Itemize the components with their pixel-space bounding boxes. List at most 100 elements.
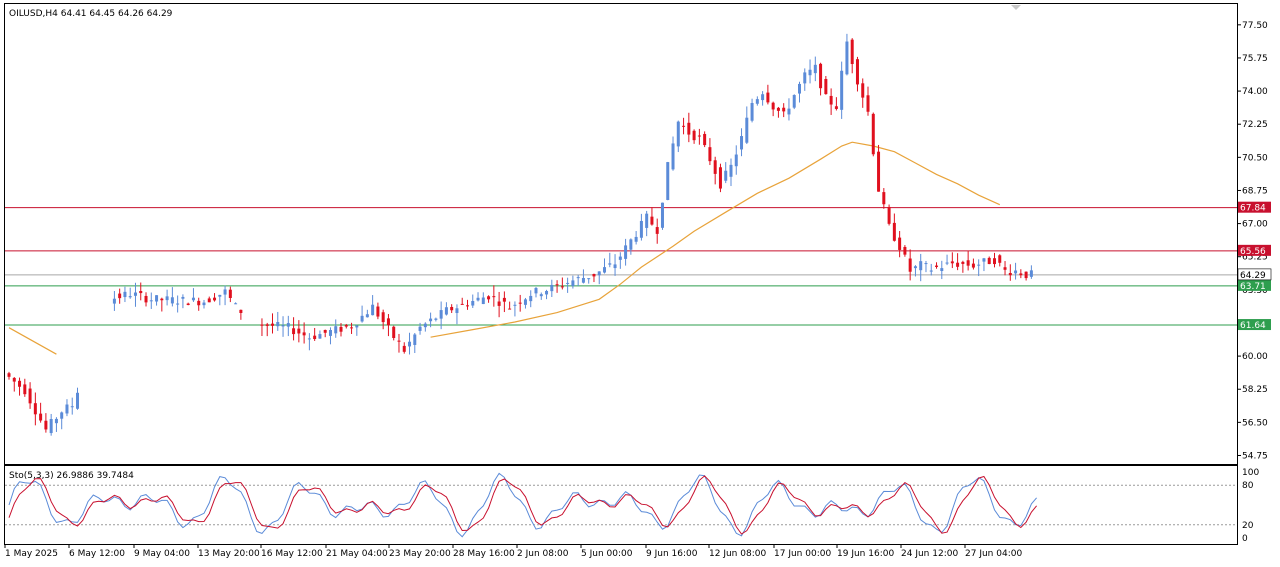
candle-body [534,288,538,294]
candle-body [423,323,427,328]
candle-body [961,261,965,264]
candle-body [776,107,780,111]
candle-body [566,282,570,284]
candle-body [624,245,628,259]
candle-body [740,136,744,150]
price-tick-label: 67.00 [1242,220,1268,230]
candle-body [813,64,817,74]
ma-line [8,327,57,355]
candle-body [660,202,664,228]
candle-body [940,268,944,272]
candle-body [850,39,854,65]
bid-tag-label: 64.29 [1240,271,1266,281]
candle-body [629,239,633,250]
candle-body [708,147,712,162]
candle-body [597,271,601,276]
price-axis: 77.50 75.75 74.00 72.25 70.50 68.75 67.00 65.25… [1237,21,1268,461]
candle-body [444,307,448,315]
candle-body [429,318,433,322]
candle-body [798,83,801,94]
candle-body [207,298,211,303]
candle-body [645,213,649,228]
candle-body [581,277,585,283]
candle-body [840,70,844,110]
candle-body [49,419,53,434]
candle-body [355,325,359,328]
bid-tag [1237,268,1272,281]
candle-body [365,314,369,318]
candle-body [313,335,317,340]
candle-body [307,338,311,340]
candle-body [328,329,332,336]
candle-body [386,318,390,326]
time-tick-label: 16 May 12:00 [261,549,323,559]
time-tick-label: 19 Jun 16:00 [837,549,894,559]
candle-body [160,298,164,301]
candle-body [713,160,717,174]
candle-body [265,324,269,326]
main-plot-frame [4,3,1238,465]
candle-body [1003,267,1007,270]
candle-body [302,332,306,336]
time-tick-label: 24 Jun 12:00 [901,549,958,559]
candle-body [1029,270,1033,277]
candle-body [824,78,828,95]
chart-shift-marker[interactable] [1011,5,1021,10]
candle-body [260,324,264,326]
price-tick-label: 74.00 [1242,87,1268,97]
candle-body [834,106,838,109]
candle-body [434,318,438,320]
candle-body [555,284,559,286]
candle-body [1019,273,1023,276]
candle-body [608,263,612,265]
price-tick-label: 70.50 [1242,153,1268,163]
candle-body [218,294,222,297]
candle-body [913,266,917,269]
time-tick-label: 9 Jun 16:00 [646,549,698,559]
candle-body [861,83,865,98]
candle-body [755,99,759,104]
time-tick-label: 13 May 20:00 [198,549,260,559]
candle-body [376,306,380,317]
candle-body [898,237,902,250]
candle-body [992,258,996,265]
candle-body [998,255,1002,263]
candle-body [1014,270,1018,274]
candles [7,33,1033,436]
candle-body [634,236,638,242]
candle-body [128,296,132,298]
candle-body [360,315,364,322]
price-tick-label: 77.50 [1242,21,1268,31]
candle-body [618,256,622,260]
candle-body [12,377,16,382]
candle-body [1024,271,1028,279]
candle-body [613,264,617,269]
candle-body [170,297,174,304]
price-tick-label: 75.75 [1242,54,1268,64]
candle-body [297,328,301,334]
candle-body [323,329,327,333]
time-tick-label: 2 Jun 08:00 [517,549,569,559]
candle-body [286,323,290,327]
candle-body [334,326,338,334]
candle-body [892,222,896,241]
candle-body [239,309,243,313]
candle-body [7,373,11,377]
candle-body [603,267,607,273]
candle-body [550,284,554,292]
price-tick-label: 54.75 [1242,451,1268,461]
candle-body [397,340,401,342]
candle-body [761,94,765,101]
candle-body [529,295,533,302]
stochastic-axis: 100 80 20 0 [1242,468,1259,544]
candle-body [228,289,232,298]
candle-body [650,216,654,225]
candle-body [871,113,875,155]
candle-body [935,265,939,267]
candle-body [745,117,749,143]
candle-body [1008,272,1012,276]
candle-body [186,303,190,306]
candle-body [829,95,833,105]
candle-body [344,324,348,327]
